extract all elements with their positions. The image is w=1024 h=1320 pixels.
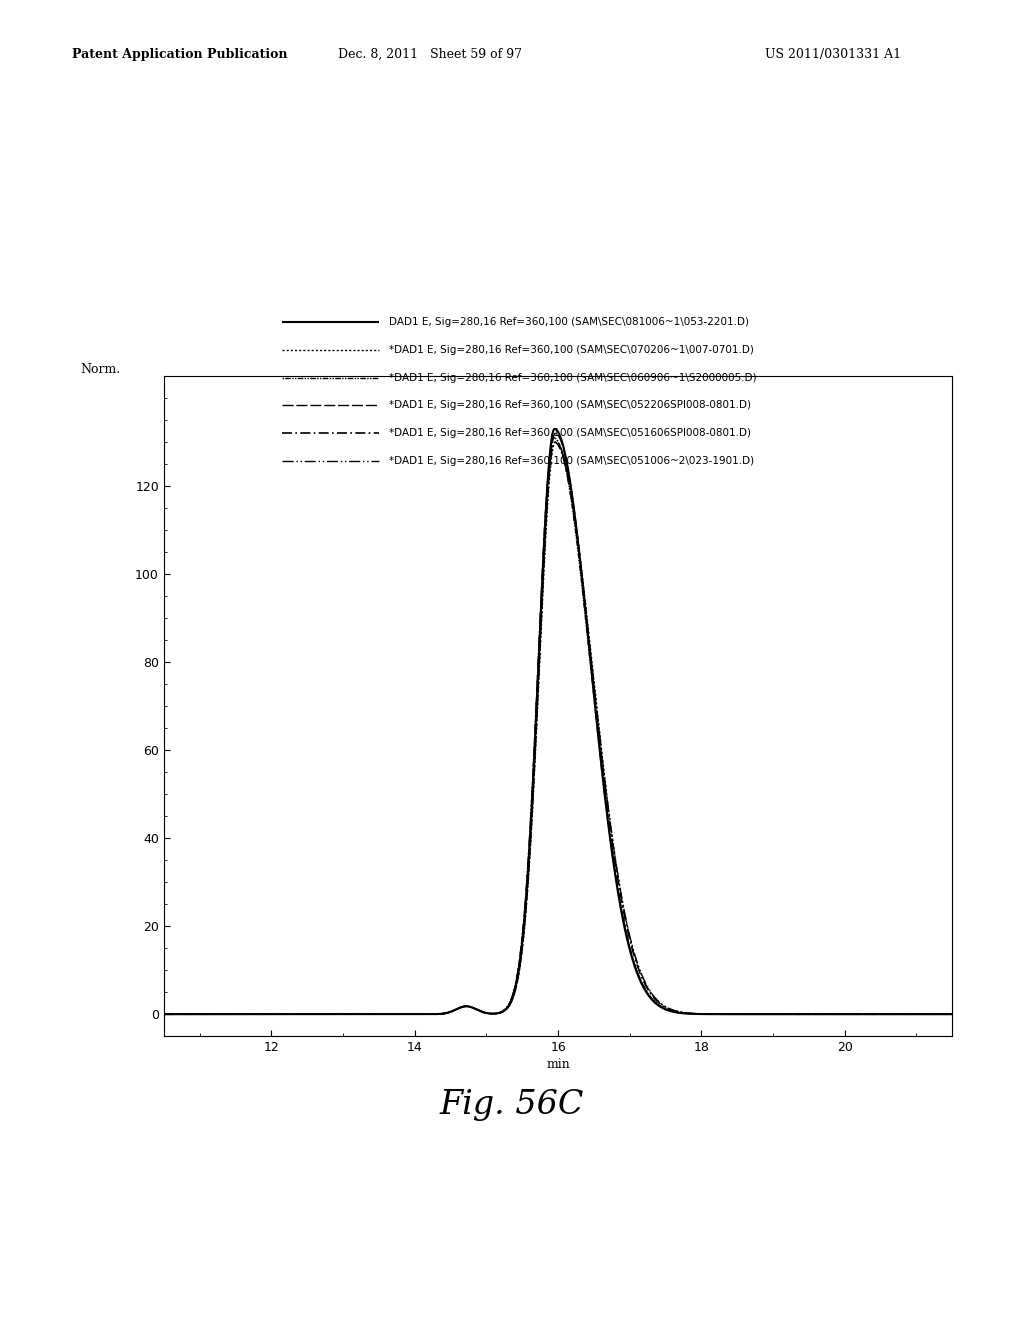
Text: *DAD1 E, Sig=280,16 Ref=360,100 (SAM\SEC\051606SPI008-0801.D): *DAD1 E, Sig=280,16 Ref=360,100 (SAM\SEC… [389, 428, 752, 438]
Text: Fig. 56C: Fig. 56C [440, 1089, 584, 1121]
Text: Patent Application Publication: Patent Application Publication [72, 48, 287, 61]
Text: Dec. 8, 2011   Sheet 59 of 97: Dec. 8, 2011 Sheet 59 of 97 [338, 48, 522, 61]
Text: *DAD1 E, Sig=280,16 Ref=360,100 (SAM\SEC\052206SPI008-0801.D): *DAD1 E, Sig=280,16 Ref=360,100 (SAM\SEC… [389, 400, 752, 411]
Text: *DAD1 E, Sig=280,16 Ref=360,100 (SAM\SEC\060906~1\S2000005.D): *DAD1 E, Sig=280,16 Ref=360,100 (SAM\SEC… [389, 372, 757, 383]
Text: US 2011/0301331 A1: US 2011/0301331 A1 [765, 48, 901, 61]
Text: *DAD1 E, Sig=280,16 Ref=360,100 (SAM\SEC\051006~2\023-1901.D): *DAD1 E, Sig=280,16 Ref=360,100 (SAM\SEC… [389, 455, 755, 466]
Text: DAD1 E, Sig=280,16 Ref=360,100 (SAM\SEC\081006~1\053-2201.D): DAD1 E, Sig=280,16 Ref=360,100 (SAM\SEC\… [389, 317, 750, 327]
Y-axis label: Norm.: Norm. [81, 363, 121, 376]
X-axis label: min: min [546, 1059, 570, 1072]
Text: *DAD1 E, Sig=280,16 Ref=360,100 (SAM\SEC\070206~1\007-0701.D): *DAD1 E, Sig=280,16 Ref=360,100 (SAM\SEC… [389, 345, 754, 355]
